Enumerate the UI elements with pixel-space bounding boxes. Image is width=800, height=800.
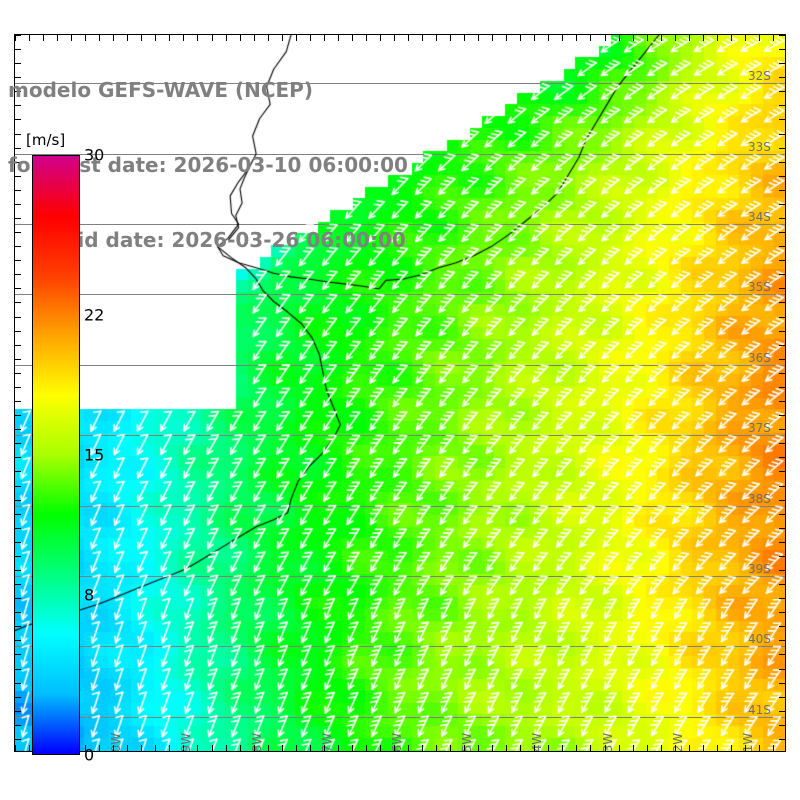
colorbar-tick-15: 15 <box>84 445 105 465</box>
colorbar-tick-22: 22 <box>84 305 105 325</box>
longitude-label-53W: 53W <box>600 732 615 752</box>
latitude-label-34S: 34S <box>748 210 771 225</box>
latitude-label-41S: 41S <box>748 702 771 717</box>
colorbar-tick-30: 30 <box>84 145 105 165</box>
longitude-label-54W: 54W <box>530 732 545 752</box>
longitude-label-55W: 55W <box>460 732 475 752</box>
map-title-block: modelo GEFS-WAVE (NCEP) forecast date: 2… <box>8 28 608 303</box>
longitude-label-57W: 57W <box>319 732 334 752</box>
longitude-label-58W: 58W <box>249 732 264 752</box>
latitude-label-39S: 39S <box>748 562 771 577</box>
latitude-label-32S: 32S <box>748 69 771 84</box>
longitude-label-59W: 59W <box>179 732 194 752</box>
colorbar-tick-0: 0 <box>84 745 95 765</box>
latitude-label-33S: 33S <box>748 139 771 154</box>
longitude-label-56W: 56W <box>390 732 404 752</box>
longitude-label-60W: 60W <box>109 732 124 752</box>
title-line-model: modelo GEFS-WAVE (NCEP) <box>8 78 313 102</box>
wind-barb-overlay <box>14 34 786 752</box>
latitude-label-37S: 37S <box>748 421 771 436</box>
latitude-label-38S: 38S <box>748 491 771 506</box>
map-plot-area: 61W60W59W58W57W56W55W54W53W52W51W32S33S3… <box>14 34 786 752</box>
colorbar-gradient <box>32 155 80 755</box>
latitude-label-40S: 40S <box>748 632 771 647</box>
latitude-label-35S: 35S <box>748 280 771 295</box>
colorbar-tick-8: 8 <box>84 585 95 605</box>
longitude-label-52W: 52W <box>670 732 685 752</box>
colorbar-unit-label: [m/s] <box>26 131 66 149</box>
colorbar <box>32 155 80 755</box>
longitude-label-51W: 51W <box>740 732 755 752</box>
title-line-valid-date: valid date: 2026-03-26 06:00:00 <box>44 228 406 252</box>
latitude-label-36S: 36S <box>748 350 771 365</box>
title-line-forecast-date: forecast date: 2026-03-10 06:00:00 <box>8 153 408 177</box>
